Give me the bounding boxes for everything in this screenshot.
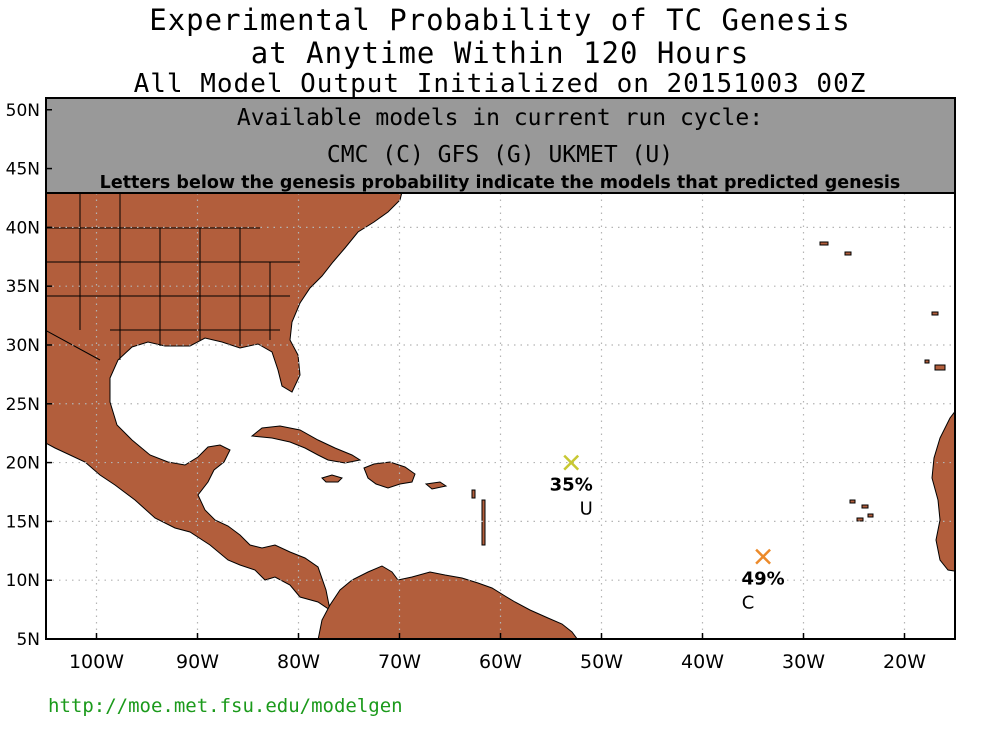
lat-tick-label: 50N <box>6 101 40 121</box>
land-africa <box>931 410 955 572</box>
genesis-x-icon <box>563 454 580 471</box>
info-box <box>45 97 956 194</box>
lon-tick-label: 90W <box>176 651 219 673</box>
land-cuba <box>250 425 362 464</box>
genesis-x-icon <box>755 548 771 565</box>
lat-tick-label: 40N <box>6 218 40 238</box>
lat-tick-label: 45N <box>6 160 40 180</box>
genesis-models: C <box>742 593 755 614</box>
info-box-line-2: CMC (C) GFS (G) UKMET (U) <box>327 142 673 168</box>
small-islands <box>471 241 946 546</box>
title-line-3: All Model Output Initialized on 20151003… <box>133 69 867 99</box>
lon-tick-label: 20W <box>883 651 926 673</box>
lat-tick-label: 30N <box>6 336 40 356</box>
political-borders <box>46 192 300 361</box>
genesis-models: U <box>580 499 593 520</box>
lon-tick-label: 70W <box>378 651 421 673</box>
land-south-america <box>317 565 578 639</box>
gridlines <box>46 193 955 639</box>
lat-tick-label: 25N <box>6 395 40 415</box>
genesis-probability: 35% <box>550 475 593 496</box>
genesis-marker: 35% U <box>550 454 593 520</box>
lat-axis-labels: 50N 45N 40N 35N 30N 25N 20N 15N 10N 5N <box>6 101 40 650</box>
land-puerto-rico <box>424 481 448 490</box>
footer-url-link[interactable]: http://moe.met.fsu.edu/modelgen <box>48 695 403 717</box>
lon-tick-label: 60W <box>479 651 522 673</box>
title-line-1: Experimental Probability of TC Genesis <box>149 3 851 37</box>
land-jamaica <box>321 474 343 483</box>
lat-tick-label: 20N <box>6 454 40 474</box>
lat-tick-label: 10N <box>6 571 40 591</box>
title-line-2: at Anytime Within 120 Hours <box>250 36 750 70</box>
lon-axis-labels: 100W 90W 80W 70W 60W 50W 40W 30W 20W <box>69 651 926 673</box>
lon-tick-label: 40W <box>681 651 724 673</box>
land-north-america <box>46 191 403 612</box>
lon-tick-label: 30W <box>782 651 825 673</box>
lon-tick-label: 80W <box>277 651 320 673</box>
lat-tick-label: 35N <box>6 277 40 297</box>
lat-tick-label: 15N <box>6 512 40 532</box>
genesis-points: 35% U 49% C <box>550 454 785 614</box>
axis-ticks <box>46 109 906 640</box>
info-box-line-1: Available models in current run cycle: <box>237 105 763 131</box>
genesis-marker: 49% C <box>742 548 785 614</box>
genesis-probability: 49% <box>742 569 785 590</box>
info-box-line-3: Letters below the genesis probability in… <box>100 173 901 193</box>
land-hispaniola <box>363 461 416 489</box>
lat-tick-label: 5N <box>16 630 40 650</box>
lon-tick-label: 100W <box>69 651 124 673</box>
lon-tick-label: 50W <box>580 651 623 673</box>
